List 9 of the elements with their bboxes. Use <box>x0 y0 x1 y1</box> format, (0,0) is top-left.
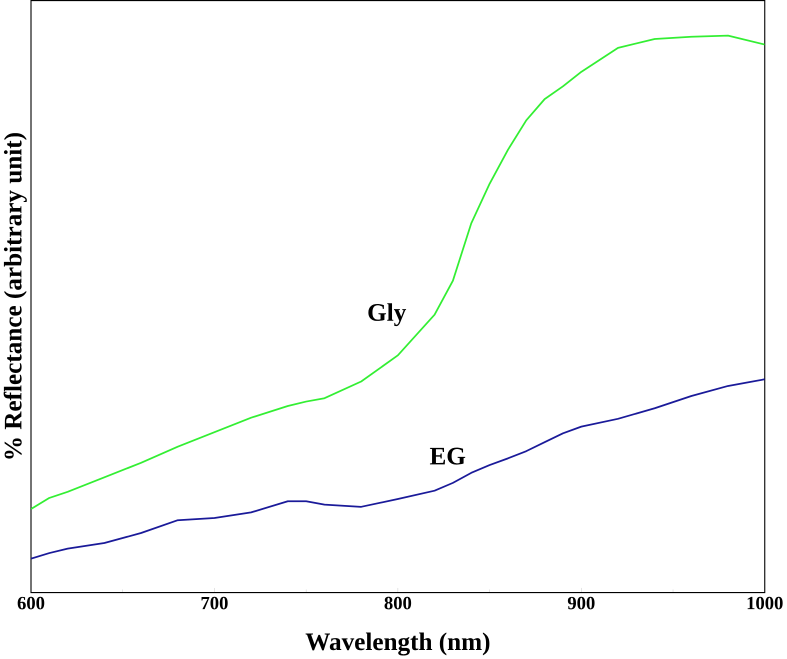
y-axis-title: % Reflectance (arbitrary unit) <box>4 133 27 459</box>
x-axis-title: Wavelength (nm) <box>306 632 490 656</box>
x-tick-label: 700 <box>202 596 228 610</box>
x-tick-label: 600 <box>18 596 44 610</box>
x-tick-label: 800 <box>384 596 412 610</box>
x-tick-label: 1000 <box>748 596 783 610</box>
series-label: EG <box>430 448 466 465</box>
series-label: Gly <box>368 303 406 326</box>
x-tick-label: 900 <box>568 596 595 610</box>
